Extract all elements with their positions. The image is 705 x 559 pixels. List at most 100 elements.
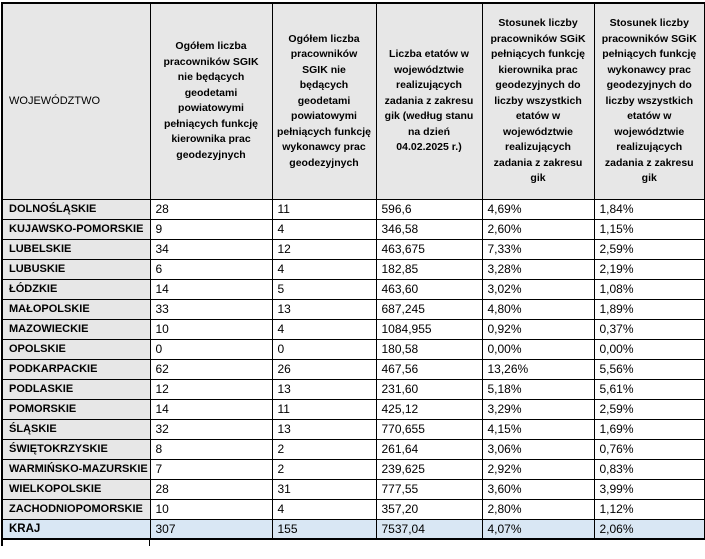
cell-value: 1,84% [593, 198, 705, 220]
column-header-voivodeship: WOJEWÓDZTWO [1, 2, 151, 200]
table-row: LUBUSKIE 6 4 182,85 3,28% 2,19% [1, 258, 705, 280]
cell-value: 2 [271, 438, 377, 460]
cell-value: 2,06% [593, 518, 705, 540]
column-divider-line [149, 540, 150, 546]
cell-value: 2,92% [481, 458, 595, 480]
cell-voivodeship-name: WARMIŃSKO-MAZURSKIE [1, 458, 151, 480]
cell-value: 0,76% [593, 438, 705, 460]
cell-value: 62 [149, 358, 273, 380]
cell-value: 13 [271, 418, 377, 440]
cell-voivodeship-name: MAŁOPOLSKIE [1, 298, 151, 320]
cell-value: 4 [271, 258, 377, 280]
cell-value: 307 [149, 518, 273, 540]
cell-value: 12 [271, 238, 377, 260]
table-row: WIELKOPOLSKIE 28 31 777,55 3,60% 3,99% [1, 478, 705, 500]
cell-value: 4,80% [481, 298, 595, 320]
cell-value: 463,60 [375, 278, 483, 300]
cell-value: 346,58 [375, 218, 483, 240]
cell-value: 26 [271, 358, 377, 380]
cell-value: 2,60% [481, 218, 595, 240]
voivodeship-statistics-table: WOJEWÓDZTWO Ogółem liczba pracowników SG… [1, 2, 705, 540]
cut-off-next-row [1, 540, 704, 546]
column-header-executors-ratio: Stosunek liczby pracowników SGiK pełniąc… [593, 2, 705, 200]
table-row: LUBELSKIE 34 12 463,675 7,33% 2,59% [1, 238, 705, 260]
cell-value: 11 [271, 198, 377, 220]
cell-value: 3,99% [593, 478, 705, 500]
cell-value: 14 [149, 278, 273, 300]
column-header-fte-count: Liczba etatów w województwie realizujący… [375, 2, 483, 200]
cell-value: 4 [271, 318, 377, 340]
column-header-managers-ratio: Stosunek liczby pracowników SGiK pełniąc… [481, 2, 595, 200]
cell-value: 3,60% [481, 478, 595, 500]
cell-voivodeship-name: MAZOWIECKIE [1, 318, 151, 340]
cell-value: 231,60 [375, 378, 483, 400]
header-row: WOJEWÓDZTWO Ogółem liczba pracowników SG… [1, 2, 705, 200]
cell-value: 0,92% [481, 318, 595, 340]
cell-value: 1,08% [593, 278, 705, 300]
cell-value: 4,07% [481, 518, 595, 540]
cell-value: 0,00% [481, 338, 595, 360]
cell-value: 261,64 [375, 438, 483, 460]
cell-value: 155 [271, 518, 377, 540]
cell-voivodeship-name: LUBELSKIE [1, 238, 151, 260]
cell-voivodeship-name: ŁÓDZKIE [1, 278, 151, 300]
cell-value: 5,56% [593, 358, 705, 380]
cell-value: 777,55 [375, 478, 483, 500]
cell-value: 28 [149, 198, 273, 220]
table-row: POMORSKIE 14 11 425,12 3,29% 2,59% [1, 398, 705, 420]
cell-value: 467,56 [375, 358, 483, 380]
cell-value: 3,02% [481, 278, 595, 300]
cell-value: 10 [149, 498, 273, 520]
cell-value: 32 [149, 418, 273, 440]
total-row: KRAJ 307 155 7537,04 4,07% 2,06% [1, 518, 705, 540]
cell-value: 3,28% [481, 258, 595, 280]
table-row: ŚWIĘTOKRZYSKIE 8 2 261,64 3,06% 0,76% [1, 438, 705, 460]
cell-value: 13 [271, 378, 377, 400]
table-row: ZACHODNIOPOMORSKIE 10 4 357,20 2,80% 1,12% [1, 498, 705, 520]
cell-value: 6 [149, 258, 273, 280]
table-row: PODKARPACKIE 62 26 467,56 13,26% 5,56% [1, 358, 705, 380]
cell-value: 2,59% [593, 238, 705, 260]
cell-voivodeship-name: LUBUSKIE [1, 258, 151, 280]
cell-value: 0,83% [593, 458, 705, 480]
cell-value: 2,80% [481, 498, 595, 520]
table-row: MAZOWIECKIE 10 4 1084,955 0,92% 0,37% [1, 318, 705, 340]
cell-value: 687,245 [375, 298, 483, 320]
cell-voivodeship-name: ŚLĄSKIE [1, 418, 151, 440]
cell-value: 7,33% [481, 238, 595, 260]
cell-value: 7537,04 [375, 518, 483, 540]
cell-value: 0 [149, 338, 273, 360]
cell-voivodeship-name: ŚWIĘTOKRZYSKIE [1, 438, 151, 460]
cell-value: 3,29% [481, 398, 595, 420]
cell-value: 1,15% [593, 218, 705, 240]
cell-voivodeship-name: ZACHODNIOPOMORSKIE [1, 498, 151, 520]
cell-voivodeship-name: PODLASKIE [1, 378, 151, 400]
cell-value: 1,69% [593, 418, 705, 440]
table-row: OPOLSKIE 0 0 180,58 0,00% 0,00% [1, 338, 705, 360]
cell-voivodeship-name: DOLNOŚLĄSKIE [1, 198, 151, 220]
table-row: WARMIŃSKO-MAZURSKIE 7 2 239,625 2,92% 0,83% [1, 458, 705, 480]
cell-value: 239,625 [375, 458, 483, 480]
column-header-sgik-executors-count: Ogółem liczba pracowników SGIK nie będąc… [271, 2, 377, 200]
cell-value: 182,85 [375, 258, 483, 280]
cell-value: 12 [149, 378, 273, 400]
cell-value: 2,59% [593, 398, 705, 420]
cell-value: 0 [271, 338, 377, 360]
cell-value: 33 [149, 298, 273, 320]
cell-value: 770,655 [375, 418, 483, 440]
cell-voivodeship-name: WIELKOPOLSKIE [1, 478, 151, 500]
cell-value: 357,20 [375, 498, 483, 520]
cell-value: 13,26% [481, 358, 595, 380]
cell-value: 0,00% [593, 338, 705, 360]
table-body: DOLNOŚLĄSKIE 28 11 596,6 4,69% 1,84% KUJAWSKO-… [1, 198, 705, 540]
cell-value: 3,06% [481, 438, 595, 460]
cell-value: 1084,955 [375, 318, 483, 340]
cell-voivodeship-name: PODKARPACKIE [1, 358, 151, 380]
cell-voivodeship-name: KUJAWSKO-POMORSKIE [1, 218, 151, 240]
cell-value: 4,69% [481, 198, 595, 220]
table-row: KUJAWSKO-POMORSKIE 9 4 346,58 2,60% 1,15% [1, 218, 705, 240]
table-row: DOLNOŚLĄSKIE 28 11 596,6 4,69% 1,84% [1, 198, 705, 220]
cell-value: 1,89% [593, 298, 705, 320]
cell-value: 5,18% [481, 378, 595, 400]
cell-value: 4 [271, 498, 377, 520]
